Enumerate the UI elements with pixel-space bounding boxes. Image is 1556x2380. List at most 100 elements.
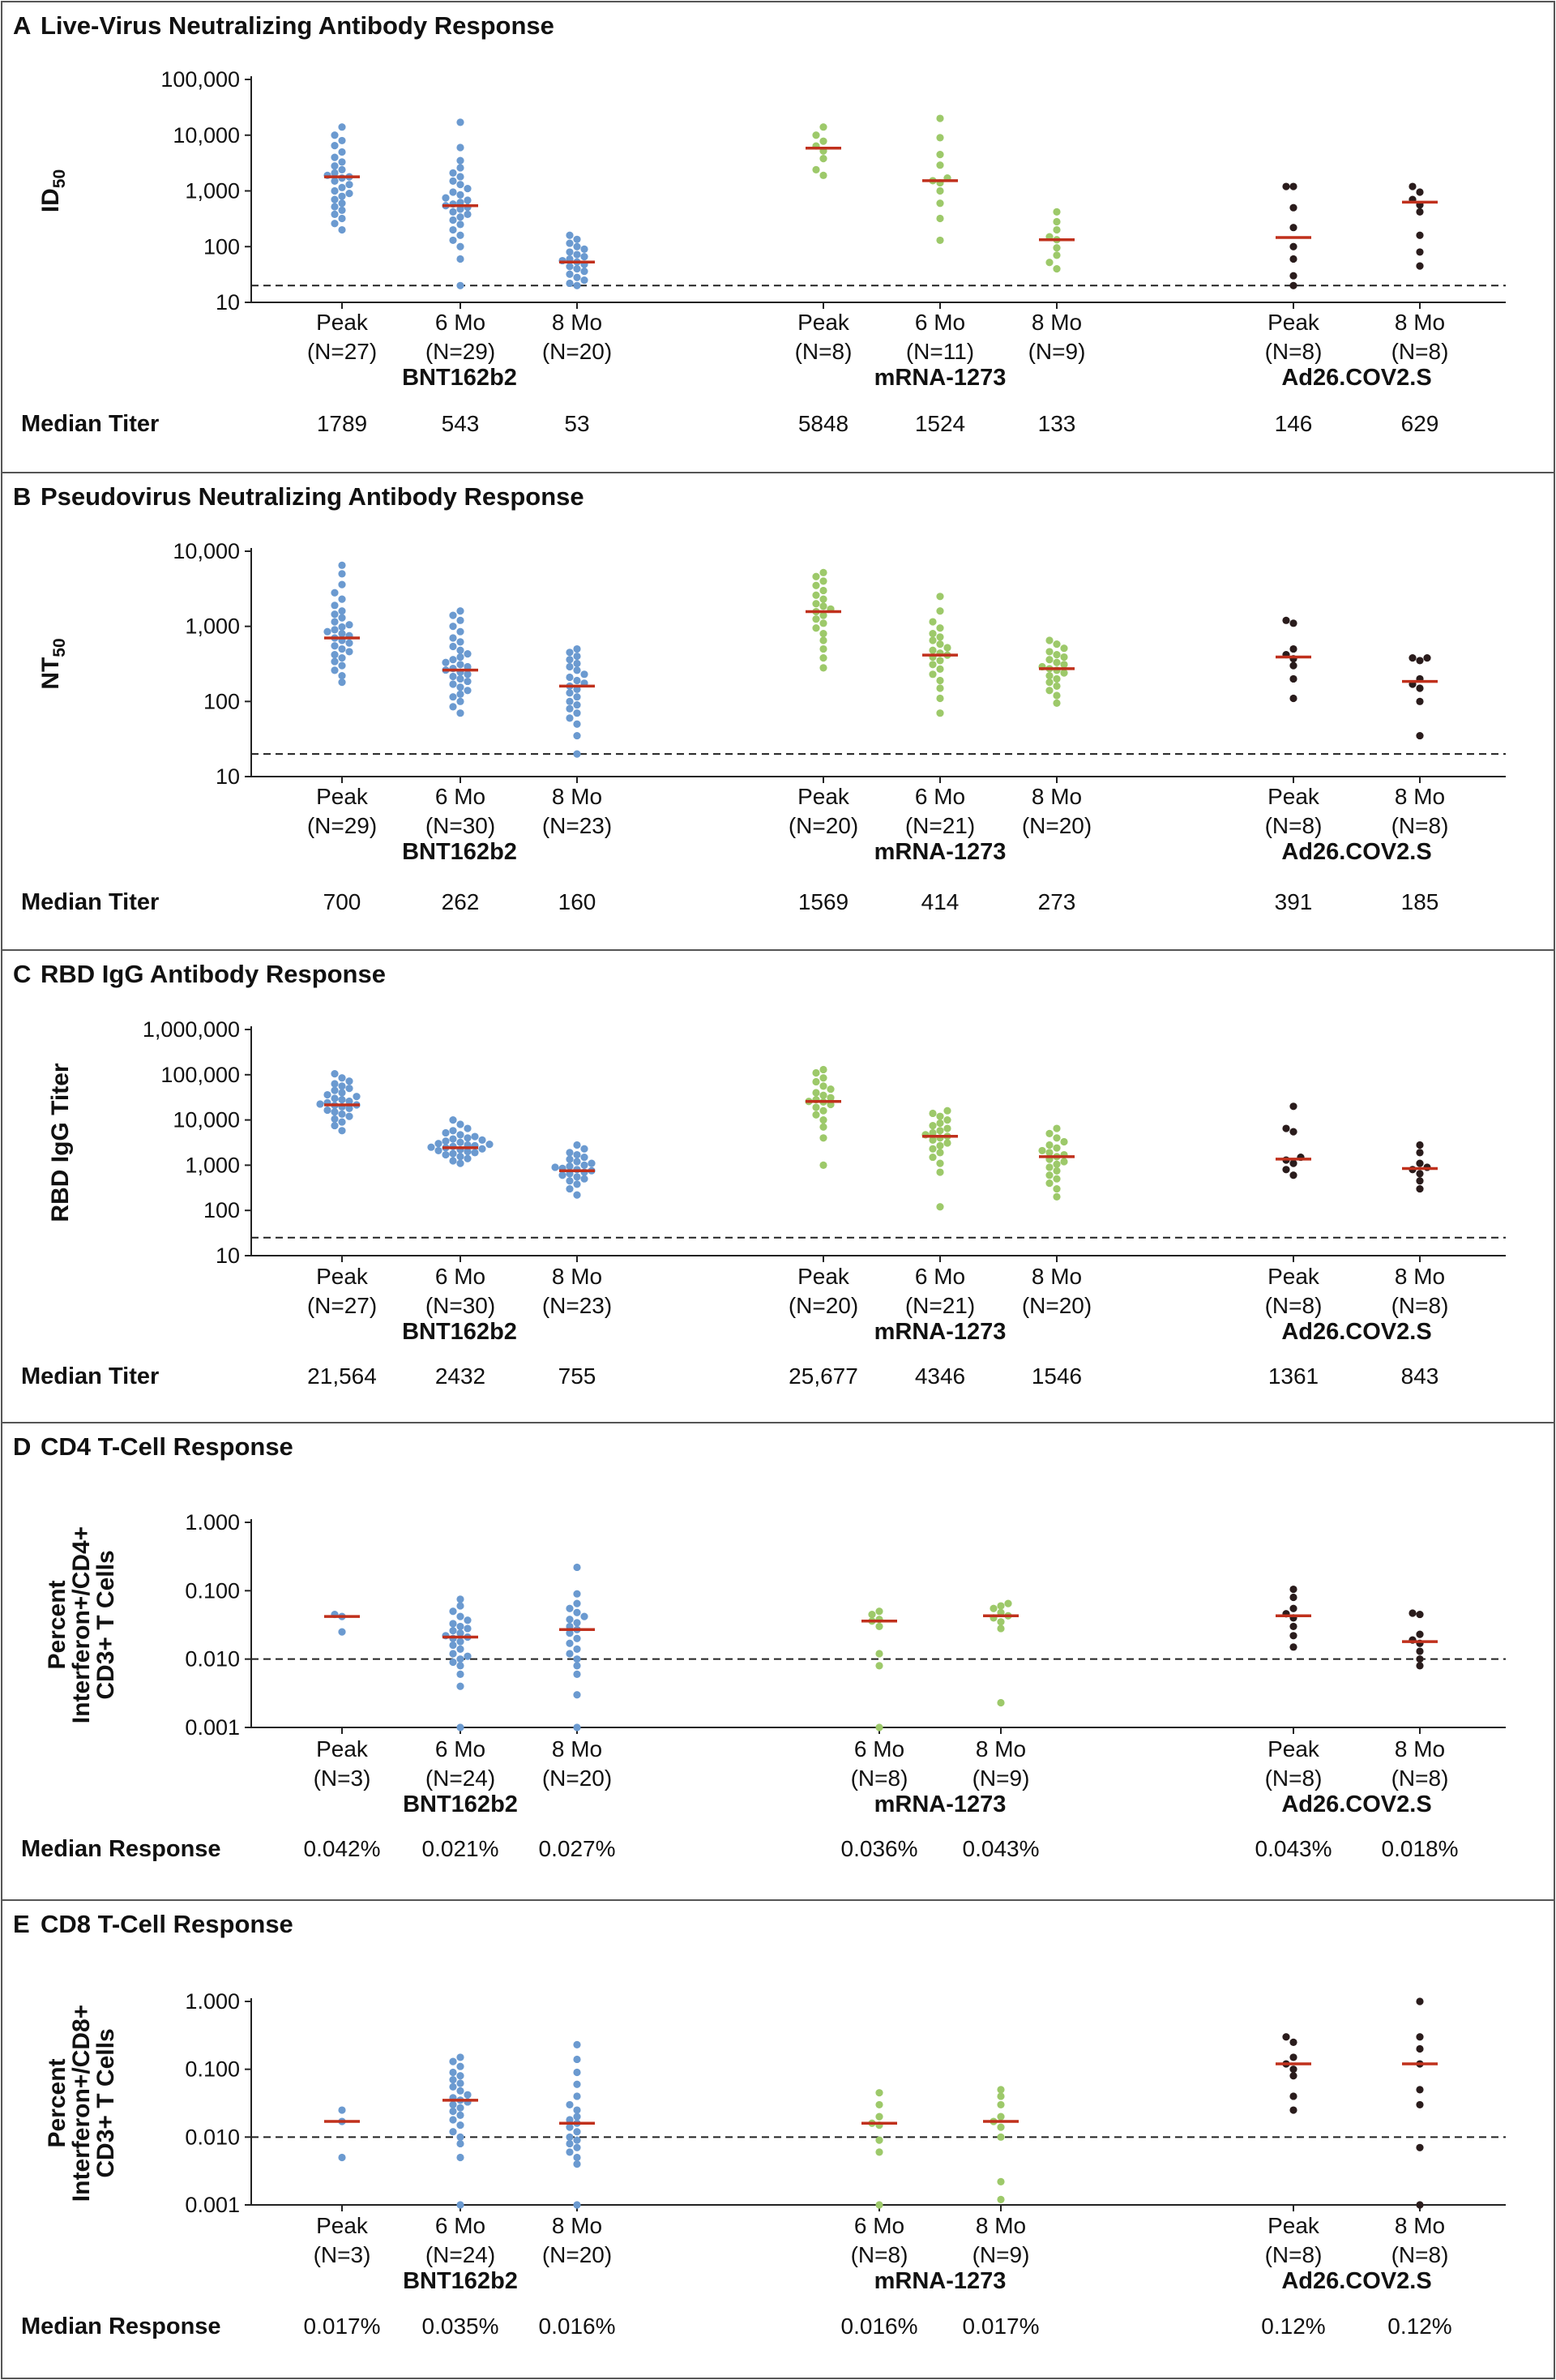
data-point: [573, 1655, 581, 1663]
data-point: [1289, 1585, 1297, 1594]
data-point: [943, 644, 951, 652]
data-point: [1416, 2143, 1424, 2151]
data-point: [1416, 657, 1424, 665]
data-point: [456, 1120, 464, 1128]
median-value: 0.035%: [422, 2314, 499, 2339]
data-point: [456, 143, 464, 152]
data-point: [1416, 248, 1424, 256]
data-point: [1289, 1159, 1297, 1167]
data-point: [331, 1115, 339, 1124]
group-label: BNT162b2: [402, 1319, 517, 1345]
x-tick-label: Peak: [316, 310, 369, 335]
data-point: [331, 666, 339, 674]
data-point: [1289, 242, 1297, 250]
data-point: [812, 131, 820, 139]
data-point: [449, 208, 457, 216]
data-point: [1289, 281, 1297, 289]
data-point: [819, 1123, 827, 1131]
y-tick-label: 100,000: [160, 1063, 240, 1087]
data-point: [1045, 1149, 1054, 1157]
data-point: [819, 1107, 827, 1115]
y-tick-label: 1.000: [185, 1989, 240, 2014]
data-point: [929, 630, 937, 638]
y-tick-label: 10: [216, 764, 240, 789]
data-point: [338, 183, 346, 191]
data-point: [1289, 182, 1297, 190]
data-point: [812, 572, 820, 580]
data-point: [1053, 674, 1061, 683]
data-point: [566, 1155, 574, 1163]
y-tick-label: 100,000: [160, 67, 240, 92]
data-point: [1045, 678, 1054, 687]
data-point: [449, 1127, 457, 1135]
data-point: [449, 2107, 457, 2116]
x-tick-label: Peak: [1267, 1736, 1320, 1761]
data-point: [943, 1124, 951, 1132]
data-point: [331, 1086, 339, 1094]
data-point: [1053, 1166, 1061, 1175]
data-point: [464, 1154, 472, 1162]
data-point: [1416, 2100, 1424, 2109]
data-point: [1053, 1160, 1061, 1168]
data-point: [338, 1082, 346, 1090]
data-point: [1060, 644, 1068, 653]
median-value: 1569: [798, 889, 849, 914]
data-point: [1289, 2053, 1297, 2061]
data-point: [573, 1645, 581, 1653]
data-point: [819, 1074, 827, 1082]
y-tick-label: 10,000: [173, 1108, 240, 1132]
data-point: [1416, 2086, 1424, 2094]
data-point: [819, 137, 827, 145]
median-value: 146: [1275, 411, 1313, 436]
data-point: [1416, 1149, 1424, 1157]
data-point: [573, 1670, 581, 1678]
data-point: [943, 1107, 951, 1115]
data-point: [464, 670, 472, 678]
data-point: [1053, 1144, 1061, 1152]
data-point: [1045, 648, 1054, 656]
data-point: [331, 220, 339, 228]
data-point: [1416, 1630, 1424, 1638]
data-point: [573, 652, 581, 661]
x-tick-n-label: (N=24): [425, 2242, 495, 2267]
data-point: [456, 690, 464, 698]
data-point: [819, 577, 827, 585]
x-tick-n-label: (N=23): [542, 813, 612, 838]
y-tick-label: 1.000: [185, 1510, 240, 1535]
data-point: [338, 672, 346, 680]
data-point: [580, 1161, 588, 1169]
data-point: [943, 1116, 951, 1124]
data-point: [1416, 2044, 1424, 2053]
y-tick-label: 0.010: [185, 1647, 240, 1672]
data-point: [449, 1620, 457, 1628]
data-point: [1416, 1170, 1424, 1178]
x-tick-label: Peak: [1267, 2213, 1320, 2238]
x-tick-label: 8 Mo: [1032, 310, 1082, 335]
data-point: [573, 2080, 581, 2088]
data-point: [580, 1145, 588, 1153]
data-point: [449, 1135, 457, 1143]
data-point: [456, 118, 464, 126]
median-value: 273: [1038, 889, 1076, 914]
data-point: [812, 615, 820, 623]
x-tick-n-label: (N=11): [906, 339, 974, 364]
data-point: [449, 1607, 457, 1616]
median-value: 21,564: [307, 1363, 377, 1389]
data-point: [1409, 182, 1417, 190]
median-row-label: Median Titer: [21, 1363, 159, 1389]
data-point: [464, 1124, 472, 1132]
data-point: [936, 1119, 944, 1128]
data-point: [936, 665, 944, 673]
y-tick-label: 0.001: [185, 1715, 240, 1740]
data-point: [936, 1159, 944, 1167]
data-point: [338, 654, 346, 662]
data-point: [812, 581, 820, 589]
data-point: [434, 1146, 442, 1155]
data-point: [566, 239, 574, 247]
data-point: [449, 634, 457, 642]
median-value: 0.036%: [841, 1836, 918, 1861]
data-point: [990, 1604, 998, 1612]
data-point: [456, 1612, 464, 1620]
data-point: [997, 2123, 1005, 2131]
data-point: [819, 568, 827, 576]
